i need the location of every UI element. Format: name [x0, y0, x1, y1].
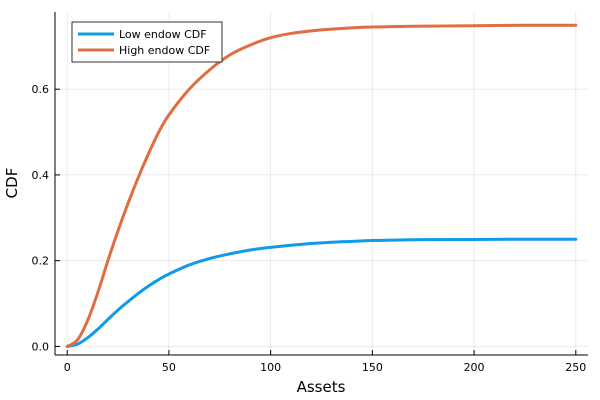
legend-box [71, 21, 223, 63]
grid-layer [55, 12, 588, 355]
x-tick-label: 100 [260, 361, 281, 374]
series-line-low-endow [65, 237, 578, 348]
y-tick-label: 0.6 [32, 83, 50, 96]
series-layer [65, 23, 578, 348]
series-line-high-endow [65, 23, 578, 348]
x-tick-label: 200 [464, 361, 485, 374]
legend-label-low-endow: Low endow CDF [119, 28, 207, 41]
y-axis-title: CDF [3, 168, 21, 199]
x-tick-label: 50 [162, 361, 176, 374]
x-tick-label: 250 [565, 361, 586, 374]
axes-layer [54, 12, 588, 356]
ticks-layer: 0 50 100 150 200 250 0.0 0.2 0.4 0.6 [32, 83, 587, 374]
x-axis-title: Assets [297, 378, 346, 396]
legend: Low endow CDF High endow CDF [71, 21, 223, 63]
y-tick-label: 0.0 [32, 340, 50, 353]
legend-label-high-endow: High endow CDF [119, 44, 210, 57]
x-tick-label: 0 [64, 361, 71, 374]
y-tick-label: 0.2 [32, 255, 50, 268]
y-tick-label: 0.4 [32, 169, 50, 182]
x-tick-label: 150 [362, 361, 383, 374]
